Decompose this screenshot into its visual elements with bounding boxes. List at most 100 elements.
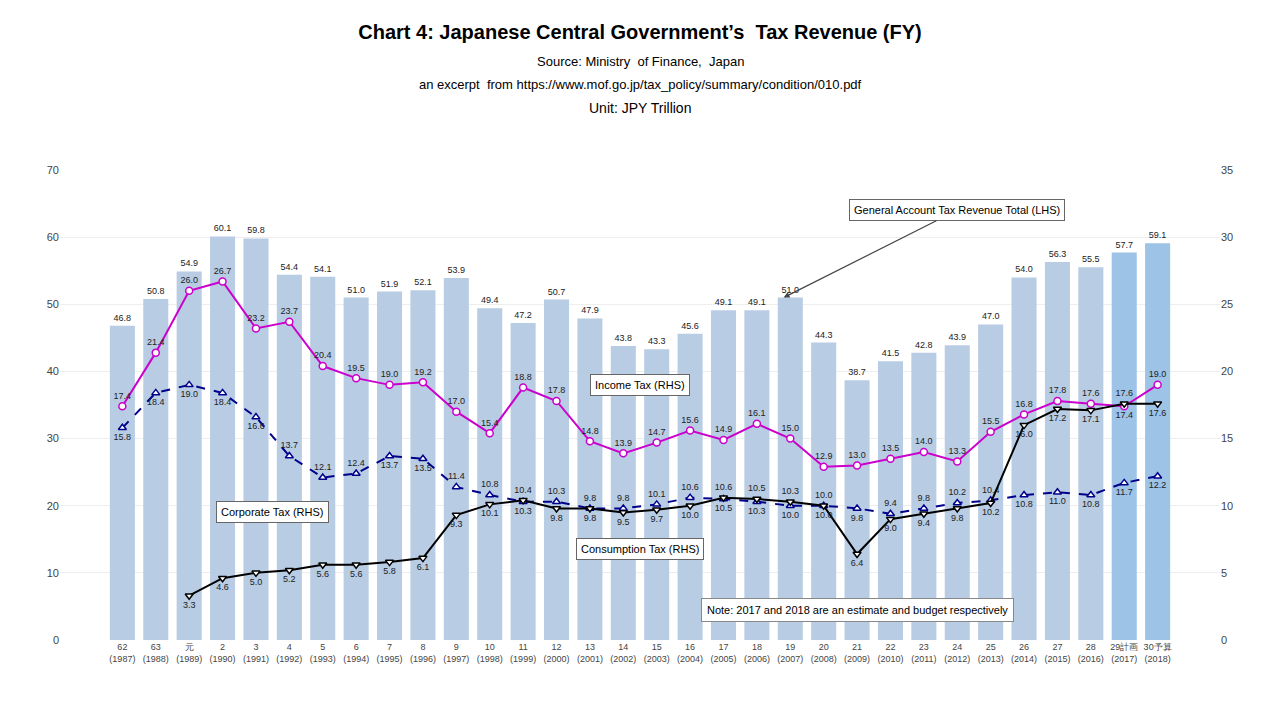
svg-text:10.2: 10.2: [948, 487, 966, 497]
svg-text:19.5: 19.5: [347, 363, 365, 373]
svg-text:7(1995): 7(1995): [377, 642, 403, 664]
svg-text:13.3: 13.3: [948, 446, 966, 456]
svg-text:19.2: 19.2: [414, 367, 432, 377]
svg-text:20.4: 20.4: [314, 350, 332, 360]
svg-text:23(2011): 23(2011): [911, 642, 936, 664]
svg-text:16.8: 16.8: [1015, 399, 1033, 409]
svg-text:54.0: 54.0: [1015, 264, 1033, 274]
svg-text:47.0: 47.0: [982, 311, 1000, 321]
svg-text:51.9: 51.9: [381, 279, 399, 289]
svg-text:18.4: 18.4: [214, 397, 232, 407]
svg-text:38.7: 38.7: [848, 367, 866, 377]
svg-text:10: 10: [1221, 500, 1233, 512]
svg-text:10.0: 10.0: [815, 510, 833, 520]
svg-text:19.0: 19.0: [381, 369, 399, 379]
svg-text:18.8: 18.8: [514, 372, 532, 382]
svg-text:9.7: 9.7: [650, 514, 663, 524]
svg-text:47.9: 47.9: [581, 305, 599, 315]
svg-text:13.5: 13.5: [882, 443, 900, 453]
svg-text:19(2007): 19(2007): [777, 642, 803, 664]
svg-text:12(2000): 12(2000): [544, 642, 570, 664]
svg-text:62(1987): 62(1987): [109, 642, 135, 664]
svg-text:12.2: 12.2: [1149, 480, 1167, 490]
svg-text:19.0: 19.0: [1149, 369, 1167, 379]
svg-text:17.6: 17.6: [1115, 388, 1133, 398]
svg-text:9.8: 9.8: [584, 513, 597, 523]
svg-text:17.4: 17.4: [1115, 410, 1133, 420]
svg-text:5: 5: [1221, 567, 1227, 579]
svg-text:17.2: 17.2: [1049, 413, 1067, 423]
svg-text:9.3: 9.3: [450, 519, 463, 529]
svg-text:15.0: 15.0: [782, 423, 800, 433]
svg-text:49.4: 49.4: [481, 295, 499, 305]
svg-text:11.4: 11.4: [448, 471, 465, 481]
svg-text:12.9: 12.9: [815, 451, 833, 461]
svg-text:26.0: 26.0: [180, 275, 198, 285]
svg-text:15.5: 15.5: [982, 416, 1000, 426]
svg-text:49.1: 49.1: [748, 297, 766, 307]
svg-text:28(2016): 28(2016): [1078, 642, 1104, 664]
svg-text:42.8: 42.8: [915, 340, 933, 350]
svg-text:10.8: 10.8: [1015, 499, 1033, 509]
svg-text:51.0: 51.0: [347, 285, 365, 295]
svg-text:13.5: 13.5: [414, 463, 432, 473]
svg-text:14.9: 14.9: [715, 424, 733, 434]
svg-text:41.5: 41.5: [882, 348, 900, 358]
svg-text:43.9: 43.9: [948, 332, 966, 342]
svg-text:59.1: 59.1: [1149, 230, 1167, 240]
svg-text:9.5: 9.5: [617, 517, 630, 527]
svg-text:9.8: 9.8: [851, 513, 864, 523]
svg-text:10.8: 10.8: [1082, 499, 1100, 509]
svg-text:Income Tax (RHS): Income Tax (RHS): [595, 379, 685, 391]
svg-text:24(2012): 24(2012): [944, 642, 970, 664]
svg-text:10.4: 10.4: [982, 485, 1000, 495]
svg-text:13.7: 13.7: [381, 460, 399, 470]
svg-text:60: 60: [47, 231, 59, 243]
svg-text:30: 30: [1221, 231, 1233, 243]
svg-text:20(2008): 20(2008): [811, 642, 837, 664]
svg-text:10: 10: [47, 567, 59, 579]
svg-text:9.4: 9.4: [884, 498, 897, 508]
svg-text:17.4: 17.4: [114, 391, 132, 401]
svg-text:11(1999): 11(1999): [510, 642, 536, 664]
svg-text:0: 0: [53, 634, 59, 646]
svg-text:9.0: 9.0: [884, 523, 897, 533]
svg-text:6(1994): 6(1994): [343, 642, 369, 664]
svg-text:50.8: 50.8: [147, 286, 165, 296]
svg-text:9.8: 9.8: [617, 493, 630, 503]
svg-text:17.8: 17.8: [548, 385, 566, 395]
svg-text:25: 25: [1221, 298, 1233, 310]
svg-text:29計画(2017): 29計画(2017): [1110, 642, 1138, 664]
svg-text:General Account Tax Revenue To: General Account Tax Revenue Total (LHS): [854, 204, 1060, 216]
svg-text:9.4: 9.4: [918, 518, 931, 528]
svg-text:10.5: 10.5: [715, 503, 733, 513]
svg-text:17.8: 17.8: [1049, 385, 1067, 395]
svg-text:63(1988): 63(1988): [143, 642, 169, 664]
svg-text:19.0: 19.0: [180, 389, 198, 399]
svg-text:10.3: 10.3: [748, 506, 766, 516]
svg-text:15: 15: [1221, 432, 1233, 444]
svg-text:49.1: 49.1: [715, 297, 733, 307]
svg-text:10.3: 10.3: [548, 486, 566, 496]
svg-text:43.8: 43.8: [615, 333, 633, 343]
svg-text:6.1: 6.1: [417, 562, 430, 572]
svg-text:23.7: 23.7: [281, 306, 299, 316]
svg-text:4.6: 4.6: [216, 582, 229, 592]
svg-text:15.4: 15.4: [481, 418, 499, 428]
svg-text:30予算(2018): 30予算(2018): [1144, 642, 1172, 664]
svg-text:5.6: 5.6: [316, 569, 329, 579]
svg-text:10.5: 10.5: [748, 483, 766, 493]
svg-text:25(2013): 25(2013): [978, 642, 1004, 664]
svg-text:9.8: 9.8: [918, 493, 931, 503]
svg-text:47.2: 47.2: [514, 310, 532, 320]
svg-text:10.3: 10.3: [514, 506, 532, 516]
svg-text:10.6: 10.6: [715, 482, 733, 492]
svg-text:6.4: 6.4: [851, 558, 864, 568]
svg-text:45.6: 45.6: [681, 321, 699, 331]
svg-text:54.1: 54.1: [314, 264, 332, 274]
svg-text:2(1990): 2(1990): [210, 642, 236, 664]
svg-text:0: 0: [1221, 634, 1227, 646]
svg-text:21(2009): 21(2009): [844, 642, 870, 664]
svg-text:51.0: 51.0: [782, 285, 800, 295]
svg-text:60.1: 60.1: [214, 223, 232, 233]
